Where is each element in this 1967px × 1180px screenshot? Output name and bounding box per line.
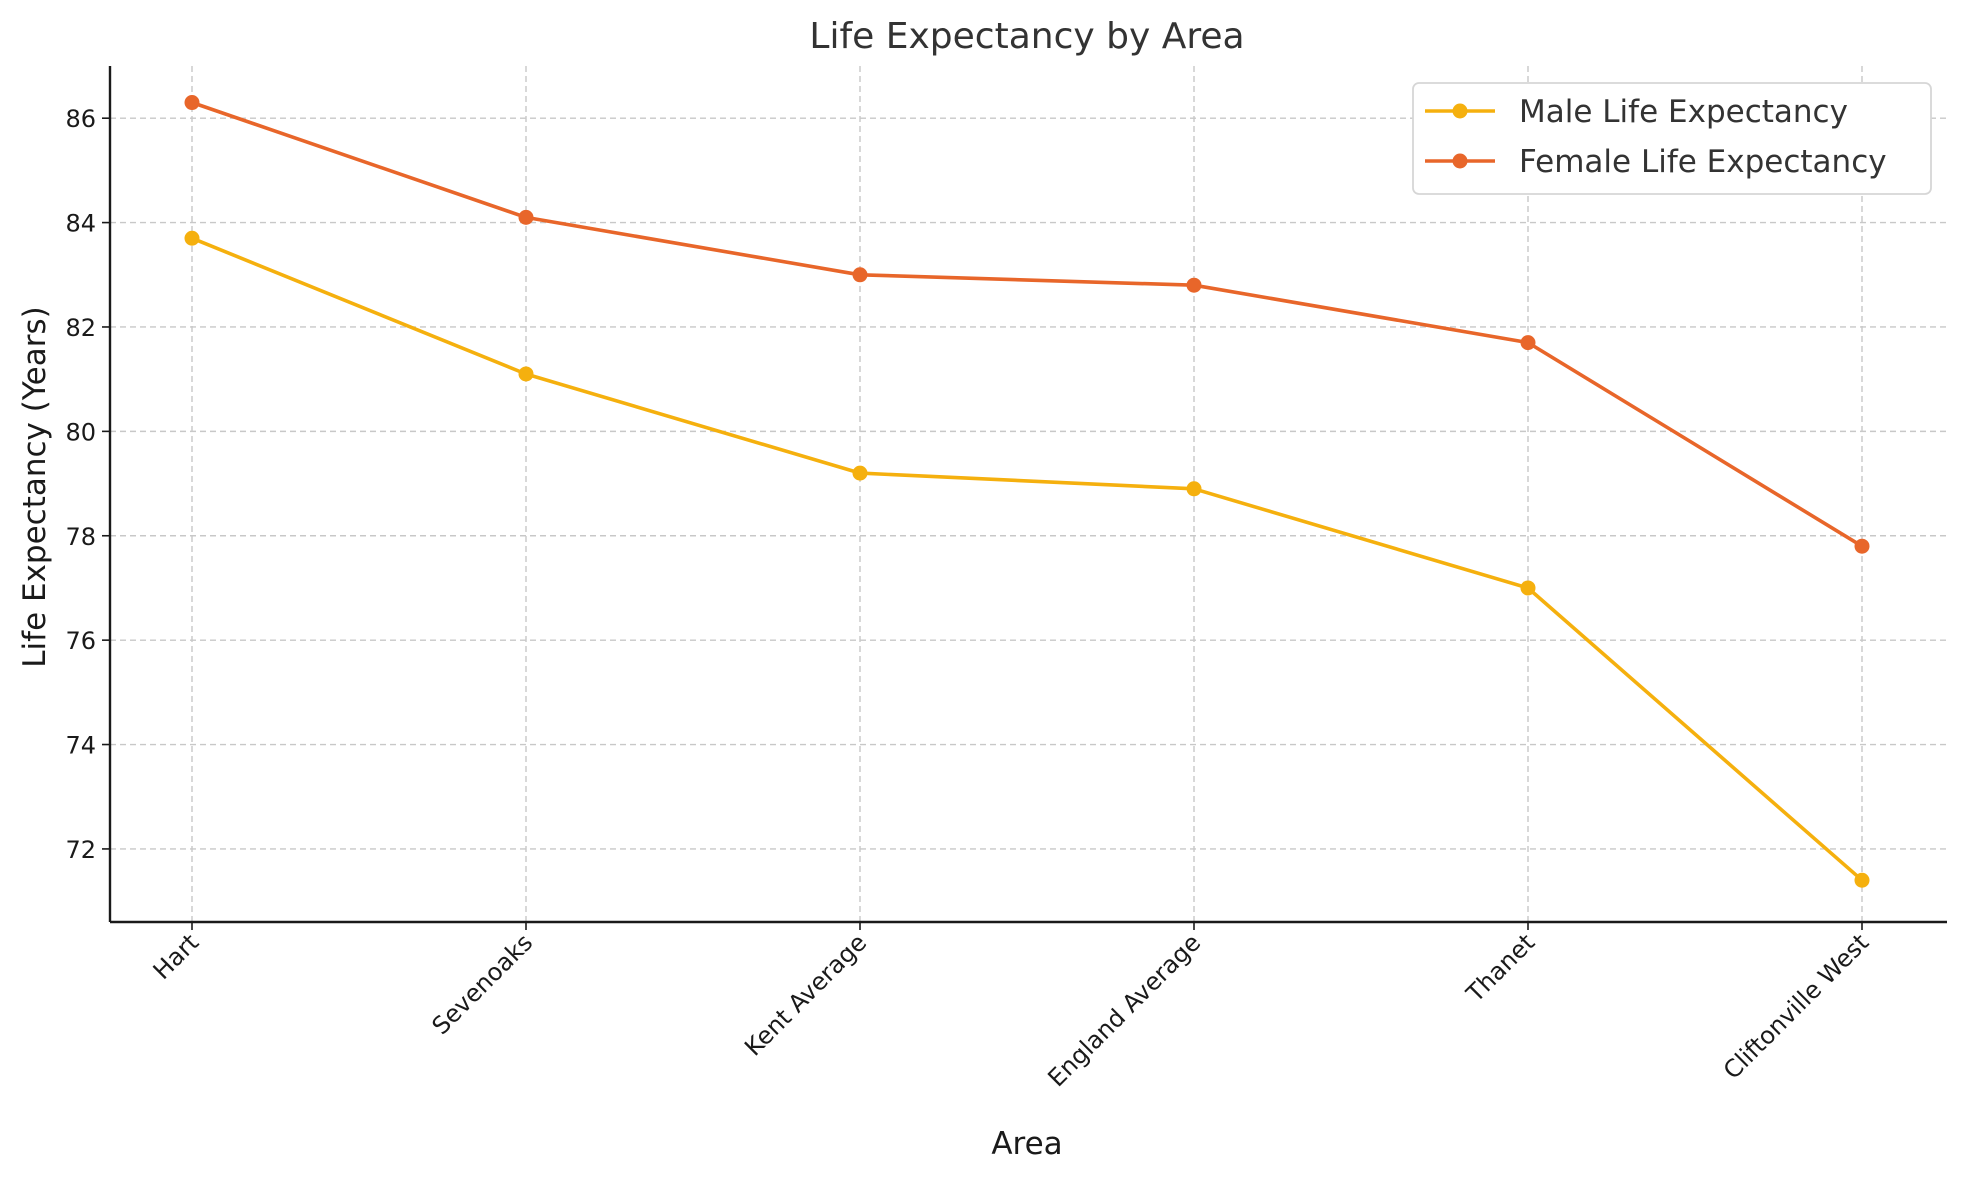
y-tick-label-80: 80 [65,418,96,446]
y-tick-label-86: 86 [65,105,96,133]
data-point-1-4 [1520,335,1536,351]
y-axis-label: Life Expectancy (Years) [17,306,53,667]
legend-item-male: Male Life Expectancy [1425,94,1848,130]
data-point-1-0 [184,95,200,111]
x-tick-label-0: Hart [148,928,205,985]
x-tick-label-5: Cliftonville West [1718,928,1874,1084]
data-point-0-0 [184,230,200,246]
y-tick-label-84: 84 [65,210,96,238]
series [184,95,1870,888]
legend-marker-male [1452,103,1468,119]
data-point-1-2 [852,267,868,283]
legend-label-female: Female Life Expectancy [1519,144,1887,180]
data-point-0-5 [1854,872,1870,888]
legend-item-female: Female Life Expectancy [1425,144,1887,180]
legend: Male Life Expectancy Female Life Expecta… [1412,82,1932,195]
data-point-0-1 [518,366,534,382]
x-tick-label-1: Sevenoaks [427,928,539,1040]
data-point-1-5 [1854,538,1870,554]
y-tick-label-72: 72 [65,836,96,864]
axes [108,66,1947,924]
y-tick-label-76: 76 [65,627,96,655]
y-tick-label-82: 82 [65,314,96,342]
data-point-0-4 [1520,580,1536,596]
data-point-0-2 [852,465,868,481]
series-line-0 [190,236,1864,883]
ticks: 72 74 76 78 80 82 84 86 Hart Sevenoaks Kent Averag… [65,105,1874,1092]
legend-box [1412,82,1932,195]
y-tick-label-78: 78 [65,523,96,551]
data-point-1-3 [1186,277,1202,293]
x-tick-label-2: Kent Average [739,928,872,1061]
x-tick-label-3: England Average [1042,928,1206,1092]
legend-label-male: Male Life Expectancy [1519,94,1848,130]
series-line-1 [190,100,1864,549]
legend-marker-female [1452,153,1468,169]
data-point-1-1 [518,209,534,225]
data-point-0-3 [1186,481,1202,497]
x-tick-label-4: Thanet [1460,928,1540,1008]
y-tick-label-74: 74 [65,732,96,760]
x-axis-label: Area [991,1126,1062,1162]
chart-title: Life Expectancy by Area [809,16,1244,57]
